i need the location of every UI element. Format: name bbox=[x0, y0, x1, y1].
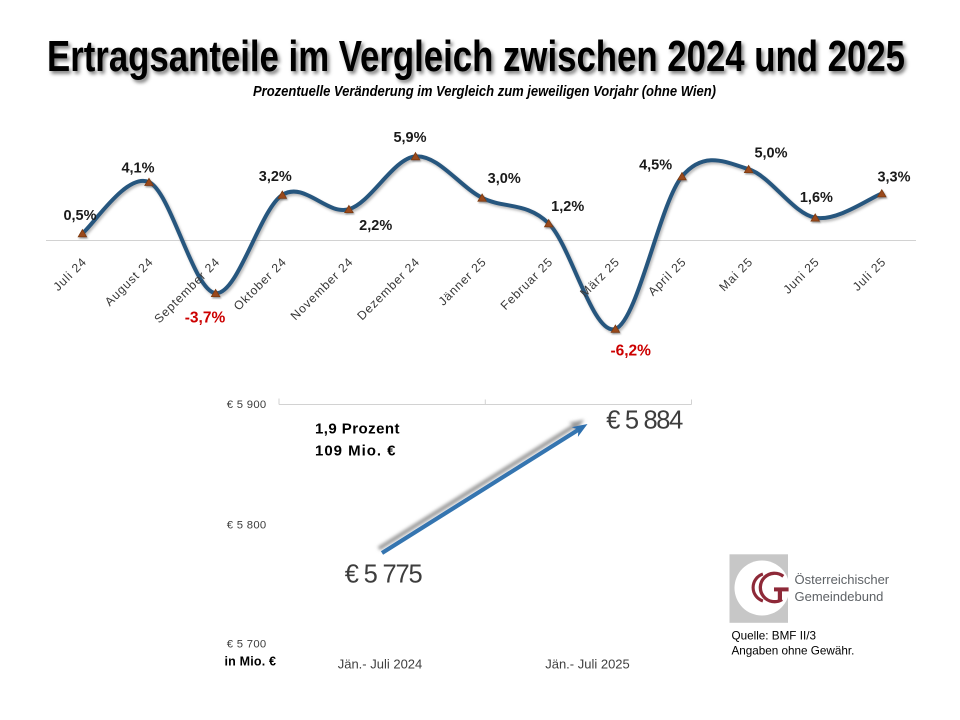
svg-text:5,9%: 5,9% bbox=[393, 130, 426, 146]
svg-text:Prozentuelle Veränderung im Ve: Prozentuelle Veränderung im Vergleich zu… bbox=[253, 84, 716, 100]
svg-text:Jän.- Juli 2025: Jän.- Juli 2025 bbox=[545, 657, 630, 672]
svg-text:1,6%: 1,6% bbox=[800, 190, 833, 206]
svg-text:Juli 25: Juli 25 bbox=[850, 255, 889, 294]
svg-text:Jän.- Juli 2024: Jän.- Juli 2024 bbox=[338, 657, 423, 672]
svg-text:3,3%: 3,3% bbox=[877, 170, 910, 186]
svg-text:-3,7%: -3,7% bbox=[185, 309, 226, 326]
svg-text:€ 5 800: € 5 800 bbox=[227, 520, 267, 532]
svg-text:2,2%: 2,2% bbox=[359, 218, 392, 234]
svg-text:Ertragsanteile im Vergleich zw: Ertragsanteile im Vergleich zwischen 202… bbox=[47, 32, 905, 81]
svg-text:1,2%: 1,2% bbox=[551, 199, 584, 215]
svg-text:Dezember 24: Dezember 24 bbox=[354, 255, 422, 323]
svg-text:Österreichischer: Österreichischer bbox=[795, 572, 890, 587]
svg-text:April 25: April 25 bbox=[645, 255, 689, 299]
svg-text:€ 5 900: € 5 900 bbox=[227, 399, 267, 411]
svg-text:€ 5 884: € 5 884 bbox=[606, 407, 683, 435]
svg-text:Quelle: BMF II/3: Quelle: BMF II/3 bbox=[732, 630, 816, 643]
svg-text:Februar 25: Februar 25 bbox=[498, 255, 556, 313]
svg-text:Oktober 24: Oktober 24 bbox=[231, 255, 290, 314]
svg-text:-6,2%: -6,2% bbox=[610, 343, 651, 360]
svg-text:in Mio. €: in Mio. € bbox=[225, 655, 277, 669]
svg-text:109 Mio. €: 109 Mio. € bbox=[315, 443, 396, 460]
svg-text:4,5%: 4,5% bbox=[639, 157, 672, 173]
svg-text:0,5%: 0,5% bbox=[63, 208, 96, 224]
svg-text:Juli 24: Juli 24 bbox=[50, 255, 89, 294]
svg-text:3,0%: 3,0% bbox=[488, 171, 521, 187]
svg-text:€ 5 775: € 5 775 bbox=[345, 561, 423, 589]
svg-text:Gemeindebund: Gemeindebund bbox=[795, 589, 884, 604]
svg-text:Juni 25: Juni 25 bbox=[780, 255, 822, 297]
svg-text:1,9 Prozent: 1,9 Prozent bbox=[315, 421, 400, 438]
svg-text:November 24: November 24 bbox=[288, 255, 356, 323]
svg-text:€ 5 700: € 5 700 bbox=[227, 639, 267, 651]
svg-text:5,0%: 5,0% bbox=[754, 146, 787, 162]
svg-text:Jänner 25: Jänner 25 bbox=[436, 255, 490, 309]
svg-text:4,1%: 4,1% bbox=[121, 161, 154, 177]
svg-text:März 25: März 25 bbox=[577, 255, 622, 300]
svg-text:August 24: August 24 bbox=[102, 255, 156, 309]
svg-text:Mai 25: Mai 25 bbox=[716, 255, 755, 294]
svg-text:Angaben ohne Gewähr.: Angaben ohne Gewähr. bbox=[732, 645, 855, 658]
svg-text:3,2%: 3,2% bbox=[259, 169, 292, 185]
